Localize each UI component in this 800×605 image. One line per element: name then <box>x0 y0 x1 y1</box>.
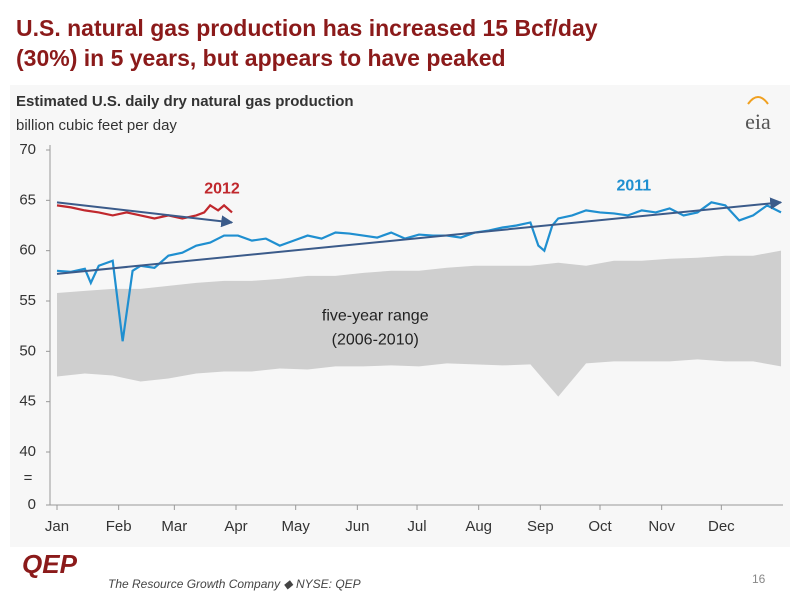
x-tick-label: Oct <box>588 518 612 535</box>
x-tick-label: May <box>282 518 311 535</box>
logo-arc <box>747 96 769 105</box>
y-tick-label: 0 <box>28 496 36 513</box>
series-label: 2011 <box>616 178 651 195</box>
x-tick-label: Feb <box>106 518 132 535</box>
y-tick-label: 60 <box>19 242 36 259</box>
x-tick-label: Sep <box>527 518 554 535</box>
y-tick-label: 50 <box>19 342 36 359</box>
y-tick-label: 65 <box>19 191 36 208</box>
trend-arrow <box>56 197 783 275</box>
source-logo: eia <box>745 109 771 134</box>
footer-tagline: The Resource Growth Company ◆ NYSE: QEP <box>108 577 361 591</box>
range-label: five-year range <box>322 307 429 324</box>
y-tick-label: 70 <box>19 141 36 158</box>
plot: 0 40 45 50 55 60 65 70 = Jan Feb Mar Apr May Jun Jul Aug… <box>19 141 783 535</box>
y-tick-label: 55 <box>19 292 36 309</box>
axis-break: = <box>24 469 33 486</box>
x-tick-label: Nov <box>648 518 675 535</box>
chart-title: Estimated U.S. daily dry natural gas pro… <box>16 93 354 110</box>
x-tick-label: Jun <box>345 518 369 535</box>
trend-arrow <box>56 201 234 228</box>
y-tick-label: 45 <box>19 393 36 410</box>
slide-title: (30%) in 5 years, but appears to have pe… <box>16 45 506 71</box>
x-tick-label: Aug <box>465 518 492 535</box>
range-label: (2006-2010) <box>332 331 419 348</box>
x-tick-label: Jul <box>407 518 426 535</box>
chart-subtitle: billion cubic feet per day <box>16 117 177 134</box>
series-label: 2012 <box>204 181 240 198</box>
x-tick-label: Mar <box>161 518 187 535</box>
range-band <box>57 250 782 397</box>
slide-title: U.S. natural gas production has increase… <box>16 15 598 41</box>
x-tick-label: Apr <box>224 518 247 535</box>
x-tick-label: Dec <box>708 518 735 535</box>
y-tick-label: 40 <box>19 443 36 460</box>
page-number: 16 <box>752 572 766 586</box>
series-line <box>56 203 233 220</box>
x-tick-label: Jan <box>45 518 69 535</box>
company-logo: QEP <box>22 549 78 579</box>
